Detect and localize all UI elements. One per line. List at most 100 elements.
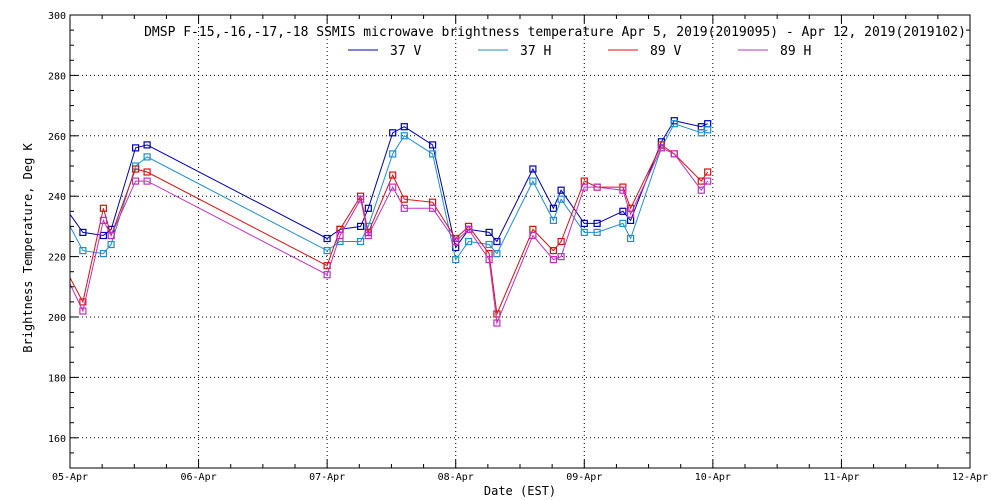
data-point bbox=[619, 219, 627, 227]
data-point bbox=[493, 319, 501, 327]
data-point bbox=[99, 216, 108, 224]
data-point bbox=[323, 271, 331, 279]
x-tick-label: 06-Apr bbox=[181, 472, 217, 483]
series-line bbox=[69, 123, 708, 261]
data-point bbox=[593, 183, 601, 191]
data-point bbox=[452, 237, 460, 246]
data-point bbox=[357, 222, 365, 230]
data-point bbox=[580, 183, 588, 191]
x-tick-label: 05-Apr bbox=[52, 472, 88, 483]
data-point bbox=[79, 247, 87, 255]
data-point bbox=[99, 250, 108, 258]
data-point bbox=[549, 204, 558, 212]
data-point bbox=[364, 231, 372, 240]
data-point bbox=[429, 141, 437, 149]
legend-label: 37 H bbox=[520, 44, 551, 59]
series-line bbox=[69, 144, 709, 316]
data-point bbox=[557, 237, 565, 246]
data-point bbox=[557, 195, 565, 203]
data-point bbox=[493, 250, 501, 258]
data-point bbox=[79, 307, 87, 315]
data-point bbox=[143, 168, 151, 176]
legend: 37 V 37 H 89 V 89 H bbox=[348, 44, 811, 59]
data-point bbox=[593, 228, 601, 236]
data-point bbox=[132, 165, 140, 173]
data-point bbox=[429, 150, 437, 158]
data-point bbox=[132, 144, 140, 152]
y-tick-label: 200 bbox=[48, 313, 66, 324]
data-point bbox=[143, 177, 151, 185]
data-point bbox=[549, 247, 558, 255]
data-point bbox=[429, 204, 437, 212]
x-tick-label: 10-Apr bbox=[695, 472, 731, 483]
data-point bbox=[529, 165, 537, 173]
data-point bbox=[143, 141, 151, 149]
data-point bbox=[364, 204, 372, 212]
data-point bbox=[697, 186, 705, 194]
series-37-v bbox=[69, 117, 712, 252]
data-point bbox=[79, 298, 87, 306]
data-point bbox=[529, 177, 537, 185]
data-point bbox=[485, 228, 493, 236]
data-point bbox=[485, 240, 493, 249]
axis-ticks: 05-Apr 06-Apr 07-Apr 08-Apr 09-Apr 10-Apr 11-A… bbox=[48, 11, 988, 483]
data-point bbox=[389, 183, 397, 191]
data-point bbox=[107, 240, 115, 249]
data-point bbox=[657, 144, 666, 152]
data-point bbox=[485, 256, 493, 264]
data-point bbox=[704, 177, 712, 185]
data-point bbox=[549, 216, 558, 224]
data-point bbox=[452, 256, 460, 264]
data-point bbox=[619, 186, 627, 194]
plot-frame bbox=[69, 14, 971, 469]
data-point bbox=[107, 231, 115, 240]
data-point bbox=[323, 234, 331, 243]
x-tick-label: 08-Apr bbox=[438, 472, 474, 483]
y-axis-label: Brightness Temperature, Deg K bbox=[21, 142, 35, 352]
data-point bbox=[593, 219, 601, 227]
data-point bbox=[549, 256, 558, 264]
data-point bbox=[132, 177, 140, 185]
y-tick-label: 240 bbox=[48, 192, 66, 203]
y-tick-label: 180 bbox=[48, 373, 66, 384]
legend-label: 89 H bbox=[780, 44, 811, 59]
data-point bbox=[465, 237, 473, 246]
data-point bbox=[389, 150, 397, 158]
data-point bbox=[389, 129, 397, 137]
data-point bbox=[465, 225, 473, 233]
data-point bbox=[493, 237, 501, 246]
data-point bbox=[143, 153, 151, 161]
data-point bbox=[357, 237, 365, 246]
data-point bbox=[670, 120, 678, 128]
data-point bbox=[389, 171, 397, 179]
data-point bbox=[557, 186, 565, 194]
data-point bbox=[580, 228, 588, 236]
data-point bbox=[704, 168, 712, 176]
data-point bbox=[626, 234, 635, 243]
x-tick-label: 11-Apr bbox=[823, 472, 859, 483]
data-point bbox=[357, 195, 365, 203]
data-point bbox=[493, 310, 501, 318]
data-point bbox=[336, 231, 344, 240]
series-layer bbox=[69, 117, 712, 327]
series-89-h bbox=[69, 144, 712, 327]
data-point bbox=[670, 150, 678, 158]
data-point bbox=[626, 210, 635, 218]
x-axis-label: Date (EST) bbox=[484, 484, 556, 498]
y-tick-label: 160 bbox=[48, 434, 66, 445]
data-point bbox=[619, 207, 627, 215]
series-line bbox=[69, 147, 709, 325]
data-point bbox=[400, 195, 408, 203]
y-tick-label: 220 bbox=[48, 253, 66, 264]
data-point bbox=[529, 231, 537, 240]
data-point bbox=[323, 247, 331, 255]
data-point bbox=[79, 228, 87, 236]
chart-title: DMSP F-15,-16,-17,-18 SSMIS microwave br… bbox=[144, 25, 966, 40]
grid-lines bbox=[70, 15, 970, 468]
legend-label: 89 V bbox=[650, 44, 681, 59]
x-tick-label: 12-Apr bbox=[952, 472, 988, 483]
data-point bbox=[704, 126, 712, 134]
x-tick-label: 09-Apr bbox=[566, 472, 602, 483]
data-point bbox=[400, 123, 408, 131]
